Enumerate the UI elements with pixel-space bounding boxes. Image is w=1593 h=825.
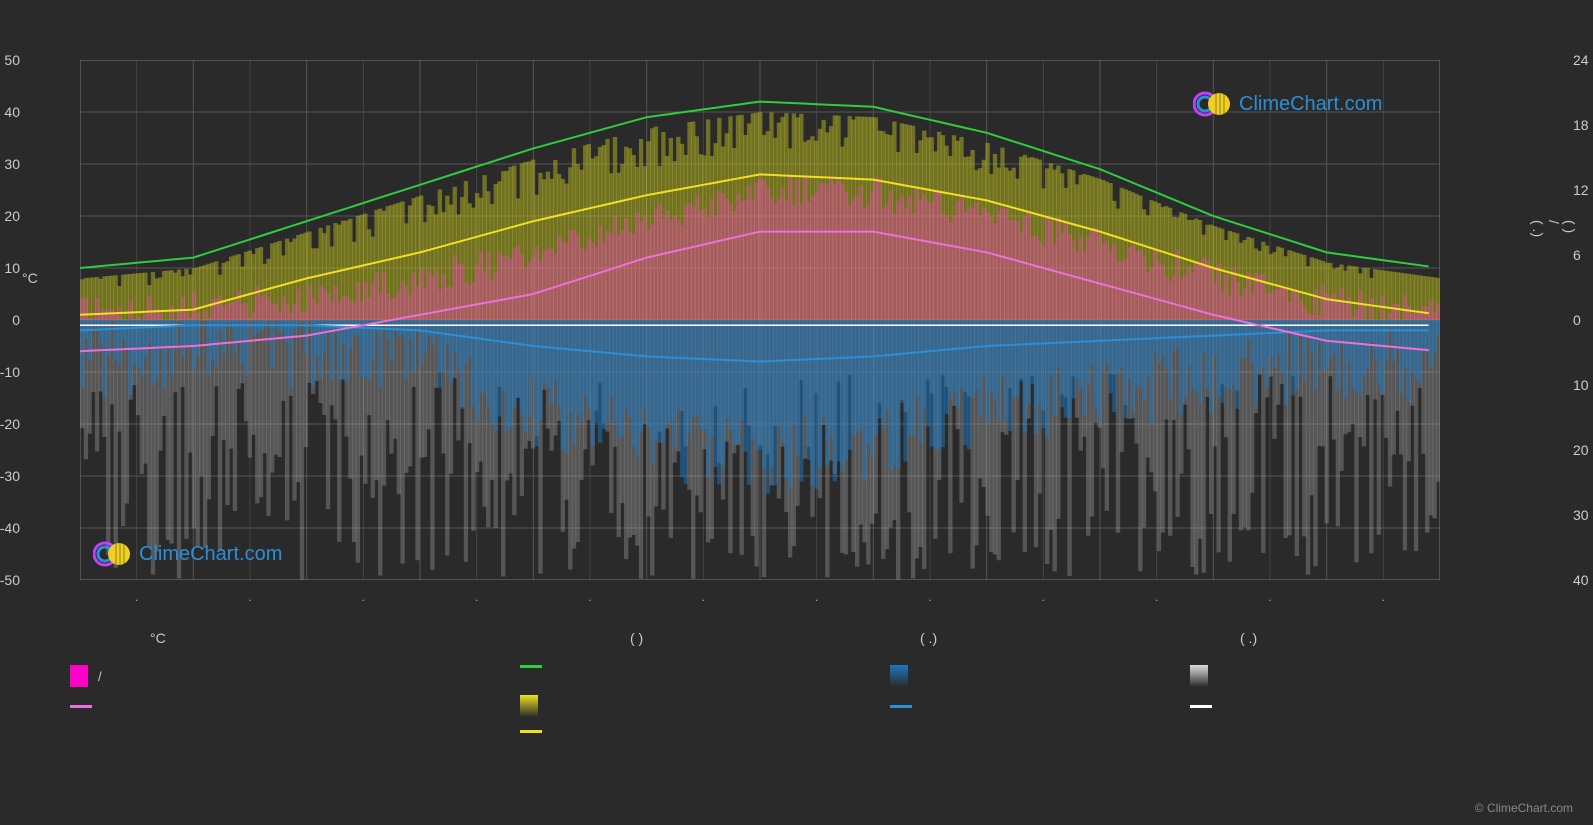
y-right-tick: 30 (1573, 507, 1589, 523)
y-left-label: °C (22, 270, 38, 286)
legend-swatch (70, 665, 88, 687)
y-right-tick: 12 (1573, 182, 1589, 198)
y-left-tick: -30 (0, 468, 20, 484)
y-left-tick: -10 (0, 364, 20, 380)
legend-item (1190, 705, 1222, 708)
legend-header: °C ( ) ( .) ( .) (70, 630, 1520, 650)
legend-header-col3: ( .) (920, 630, 937, 646)
y-right-tick: 6 (1573, 247, 1581, 263)
x-tick: . (588, 590, 591, 604)
x-tick: . (362, 590, 365, 604)
watermark-text: ClimeChart.com (1239, 93, 1382, 116)
copyright: © ClimeChart.com (1475, 801, 1573, 815)
legend-item (520, 730, 552, 733)
y-right-tick: 20 (1573, 442, 1589, 458)
climechart-logo-icon (1193, 90, 1233, 118)
x-tick: . (1155, 590, 1158, 604)
x-tick: . (248, 590, 251, 604)
legend-swatch (520, 665, 542, 668)
legend-swatch (520, 695, 538, 717)
legend-item (520, 665, 552, 668)
legend-item: / (70, 665, 102, 687)
x-tick: . (1042, 590, 1045, 604)
legend-swatch (890, 665, 908, 687)
y-left-tick: 10 (4, 260, 20, 276)
y-right-tick: 0 (1573, 312, 1581, 328)
legend-label: / (98, 669, 102, 684)
legend-header-col4: ( .) (1240, 630, 1257, 646)
y-left-tick: 20 (4, 208, 20, 224)
y-left-tick: 0 (12, 312, 20, 328)
watermark-text: ClimeChart.com (139, 543, 282, 566)
legend-item (520, 695, 548, 717)
x-tick: . (815, 590, 818, 604)
legend-swatch (70, 705, 92, 708)
x-tick: . (475, 590, 478, 604)
legend-swatch (1190, 705, 1212, 708)
y-right-tick: 10 (1573, 377, 1589, 393)
y-left-tick: -40 (0, 520, 20, 536)
legend-swatch (520, 730, 542, 733)
y-left-tick: -20 (0, 416, 20, 432)
y-right-tick: 24 (1573, 52, 1589, 68)
chart-plot-area (80, 60, 1440, 580)
watermark-bottom-left: ClimeChart.com (93, 540, 282, 568)
y-left-tick: 40 (4, 104, 20, 120)
legend-item (890, 665, 918, 687)
y-left-tick: 50 (4, 52, 20, 68)
y-right-labels: ( ) / ( .) (1530, 220, 1578, 237)
y-left-tick: 30 (4, 156, 20, 172)
legend-swatch (890, 705, 912, 708)
x-axis: ............ (80, 590, 1440, 610)
x-tick: . (1382, 590, 1385, 604)
legend-swatch (1190, 665, 1208, 687)
y-right-tick: 18 (1573, 117, 1589, 133)
legend-header-col1: °C (150, 630, 166, 646)
climechart-logo-icon (93, 540, 133, 568)
legend-item (1190, 665, 1218, 687)
x-tick: . (135, 590, 138, 604)
y-left-tick: -50 (0, 572, 20, 588)
x-tick: . (928, 590, 931, 604)
legend-item (70, 705, 102, 708)
watermark-top-right: ClimeChart.com (1193, 90, 1382, 118)
chart-svg (80, 60, 1440, 580)
y-right-tick: 40 (1573, 572, 1589, 588)
x-tick: . (1268, 590, 1271, 604)
legend-header-col2: ( ) (630, 630, 643, 646)
x-tick: . (702, 590, 705, 604)
legend-item (890, 705, 922, 708)
